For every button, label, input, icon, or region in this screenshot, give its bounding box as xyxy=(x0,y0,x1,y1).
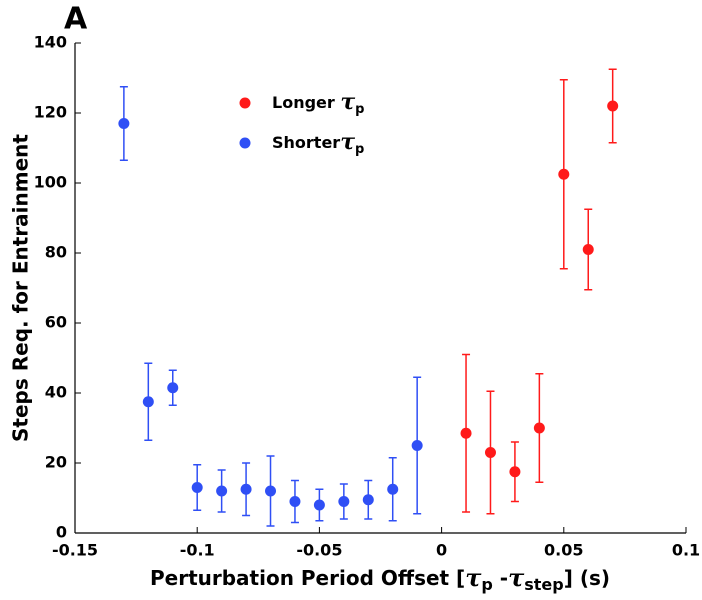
x-tick-label: 0 xyxy=(436,541,447,560)
point xyxy=(387,483,399,495)
x-tick-label: -0.1 xyxy=(180,541,215,560)
point xyxy=(240,483,252,495)
y-tick-label: 140 xyxy=(34,33,67,52)
y-tick-label: 60 xyxy=(45,313,67,332)
point xyxy=(558,168,570,180)
legend-label: Shorterτp xyxy=(272,129,364,157)
y-tick-label: 120 xyxy=(34,103,67,122)
y-tick-label: 80 xyxy=(45,243,67,262)
point xyxy=(411,440,423,451)
x-tick-label: -0.05 xyxy=(296,541,342,560)
point xyxy=(484,447,496,458)
y-tick-label: 40 xyxy=(45,383,67,402)
point xyxy=(607,100,619,112)
x-tick-label: 0.1 xyxy=(672,541,700,560)
legend-subscript: p xyxy=(355,142,364,157)
point xyxy=(265,485,277,497)
point xyxy=(582,244,594,255)
point xyxy=(216,485,228,497)
legend-subscript: p xyxy=(355,102,364,117)
legend-marker xyxy=(239,97,251,109)
x-label-part: step xyxy=(524,575,563,594)
y-tick-label: 0 xyxy=(56,523,67,542)
point xyxy=(313,499,325,511)
point xyxy=(460,427,472,439)
legend-symbol: τ xyxy=(340,129,355,155)
x-label-part: Perturbation Period Offset [ xyxy=(150,566,465,590)
point xyxy=(167,382,179,394)
panel-label: A xyxy=(64,2,88,37)
point xyxy=(338,496,350,507)
legend-symbol: τ xyxy=(340,89,355,115)
point xyxy=(509,466,521,478)
legend-marker xyxy=(239,137,251,149)
x-tick-label: -0.15 xyxy=(52,541,98,560)
x-label-part: p xyxy=(481,575,492,594)
y-tick-label: 100 xyxy=(34,173,67,192)
x-axis-label: Perturbation Period Offset [τp -τstep] (… xyxy=(150,563,610,594)
x-label-part: τ xyxy=(508,563,525,592)
legend-name: Longer xyxy=(272,93,340,112)
point xyxy=(118,118,130,129)
x-label-part: τ xyxy=(465,563,482,592)
x-label-part: ] (s) xyxy=(564,566,610,590)
y-axis-label: Steps Req. for Entrainment xyxy=(9,134,33,442)
point xyxy=(362,494,374,506)
point xyxy=(142,396,154,408)
legend-label: Longer τp xyxy=(272,89,364,117)
y-tick-label: 20 xyxy=(45,453,67,472)
x-label-part: - xyxy=(493,566,508,590)
point xyxy=(191,482,203,493)
legend-name: Shorter xyxy=(272,133,340,152)
point xyxy=(533,422,545,434)
x-tick-label: 0.05 xyxy=(544,541,583,560)
point xyxy=(289,496,301,507)
